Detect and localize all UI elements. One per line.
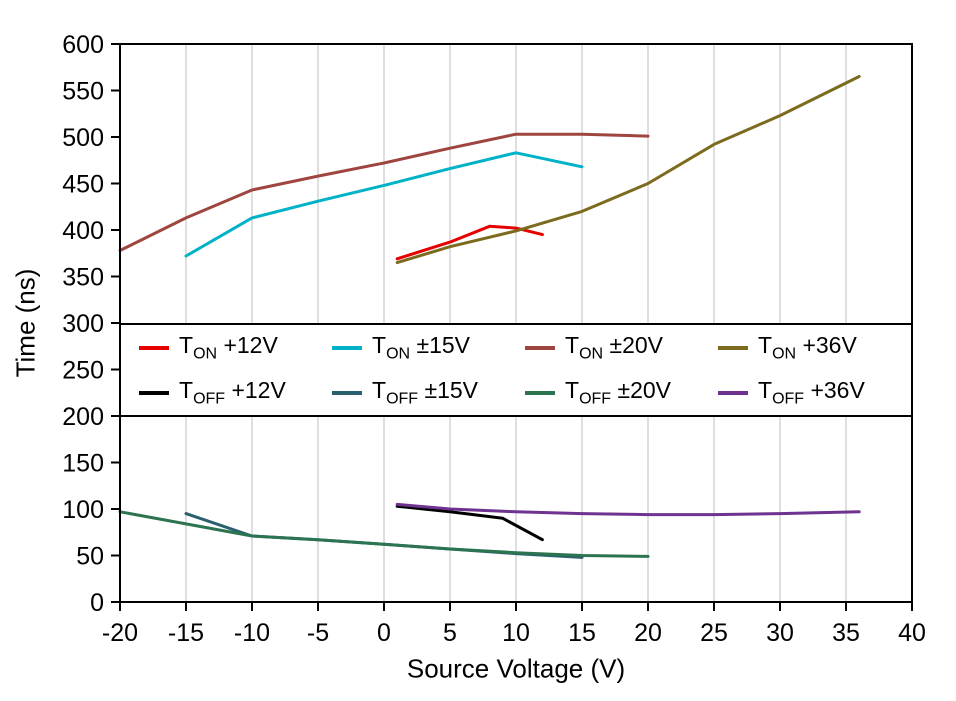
y-tick-label: 600 <box>62 31 104 59</box>
legend-item-t-off-36v: TOFF +36V <box>718 377 911 409</box>
y-tick-label: 350 <box>62 264 104 292</box>
chart-legend: TON +12V TON ±15V TON ±20V TON +36V TOFF +12… <box>121 323 911 417</box>
legend-swatch-t-off-15v <box>332 390 362 395</box>
legend-label-t-off-36v: TOFF +36V <box>758 376 865 408</box>
legend-item-t-off-20v: TOFF ±20V <box>525 377 718 409</box>
x-tick-label: 20 <box>634 619 662 647</box>
legend-item-t-off-15v: TOFF ±15V <box>332 377 525 409</box>
legend-swatch-t-on-36v <box>718 345 748 350</box>
y-tick-label: 250 <box>62 357 104 385</box>
x-tick-label: 30 <box>766 619 794 647</box>
legend-label-t-on-12v: TON +12V <box>179 331 278 363</box>
legend-label-t-on-36v: TON +36V <box>758 331 857 363</box>
legend-label-t-off-15v: TOFF ±15V <box>372 376 478 408</box>
x-tick-label: -5 <box>307 619 329 647</box>
x-tick-label: 10 <box>502 619 530 647</box>
x-tick-label: -15 <box>168 619 204 647</box>
x-tick-label: -10 <box>234 619 270 647</box>
legend-label-t-off-12v: TOFF +12V <box>179 376 286 408</box>
series-line-t-on-20v <box>118 132 650 252</box>
legend-label-t-on-20v: TON ±20V <box>565 331 663 363</box>
legend-swatch-t-off-36v <box>718 390 748 395</box>
series-line-t-off-20v <box>118 510 650 558</box>
legend-item-t-on-36v: TON +36V <box>718 332 911 364</box>
x-tick-label: 0 <box>377 619 391 647</box>
y-tick-label: 300 <box>62 310 104 338</box>
legend-row-1: TON +12V TON ±15V TON ±20V TON +36V <box>121 326 911 370</box>
legend-row-2: TOFF +12V TOFF ±15V TOFF ±20V TOFF +36V <box>121 371 911 415</box>
y-axis-title: Time (ns) <box>10 268 41 378</box>
y-tick-label: 400 <box>62 217 104 245</box>
series-line-t-on-12v <box>395 224 544 261</box>
legend-swatch-t-on-15v <box>332 345 362 350</box>
legend-item-t-on-20v: TON ±20V <box>525 332 718 364</box>
y-tick-label: 550 <box>62 78 104 106</box>
y-tick-label: 50 <box>76 543 104 571</box>
y-tick-label: 500 <box>62 124 104 152</box>
legend-swatch-t-on-20v <box>525 345 555 350</box>
series-line-t-on-36v <box>395 75 861 265</box>
y-tick-label: 450 <box>62 171 104 199</box>
series-line-t-off-36v <box>395 502 861 517</box>
legend-label-t-off-20v: TOFF ±20V <box>565 376 671 408</box>
x-tick-label: 35 <box>832 619 860 647</box>
x-tick-label: 40 <box>898 619 926 647</box>
legend-swatch-t-on-12v <box>139 345 169 350</box>
y-tick-label: 100 <box>62 496 104 524</box>
legend-item-t-on-15v: TON ±15V <box>332 332 525 364</box>
x-tick-label: 15 <box>568 619 596 647</box>
x-tick-label: -20 <box>102 619 138 647</box>
y-tick-label: 200 <box>62 403 104 431</box>
legend-swatch-t-off-12v <box>139 390 169 395</box>
series-line-t-off-12v <box>395 504 544 542</box>
legend-swatch-t-off-20v <box>525 390 555 395</box>
series-line-t-on-15v <box>184 151 584 258</box>
y-tick-label: 0 <box>90 589 104 617</box>
legend-item-t-off-12v: TOFF +12V <box>139 377 332 409</box>
legend-item-t-on-12v: TON +12V <box>139 332 332 364</box>
x-axis-title: Source Voltage (V) <box>406 653 626 684</box>
legend-label-t-on-15v: TON ±15V <box>372 331 470 363</box>
x-tick-label: 5 <box>443 619 457 647</box>
x-tick-label: 25 <box>700 619 728 647</box>
y-tick-label: 150 <box>62 450 104 478</box>
